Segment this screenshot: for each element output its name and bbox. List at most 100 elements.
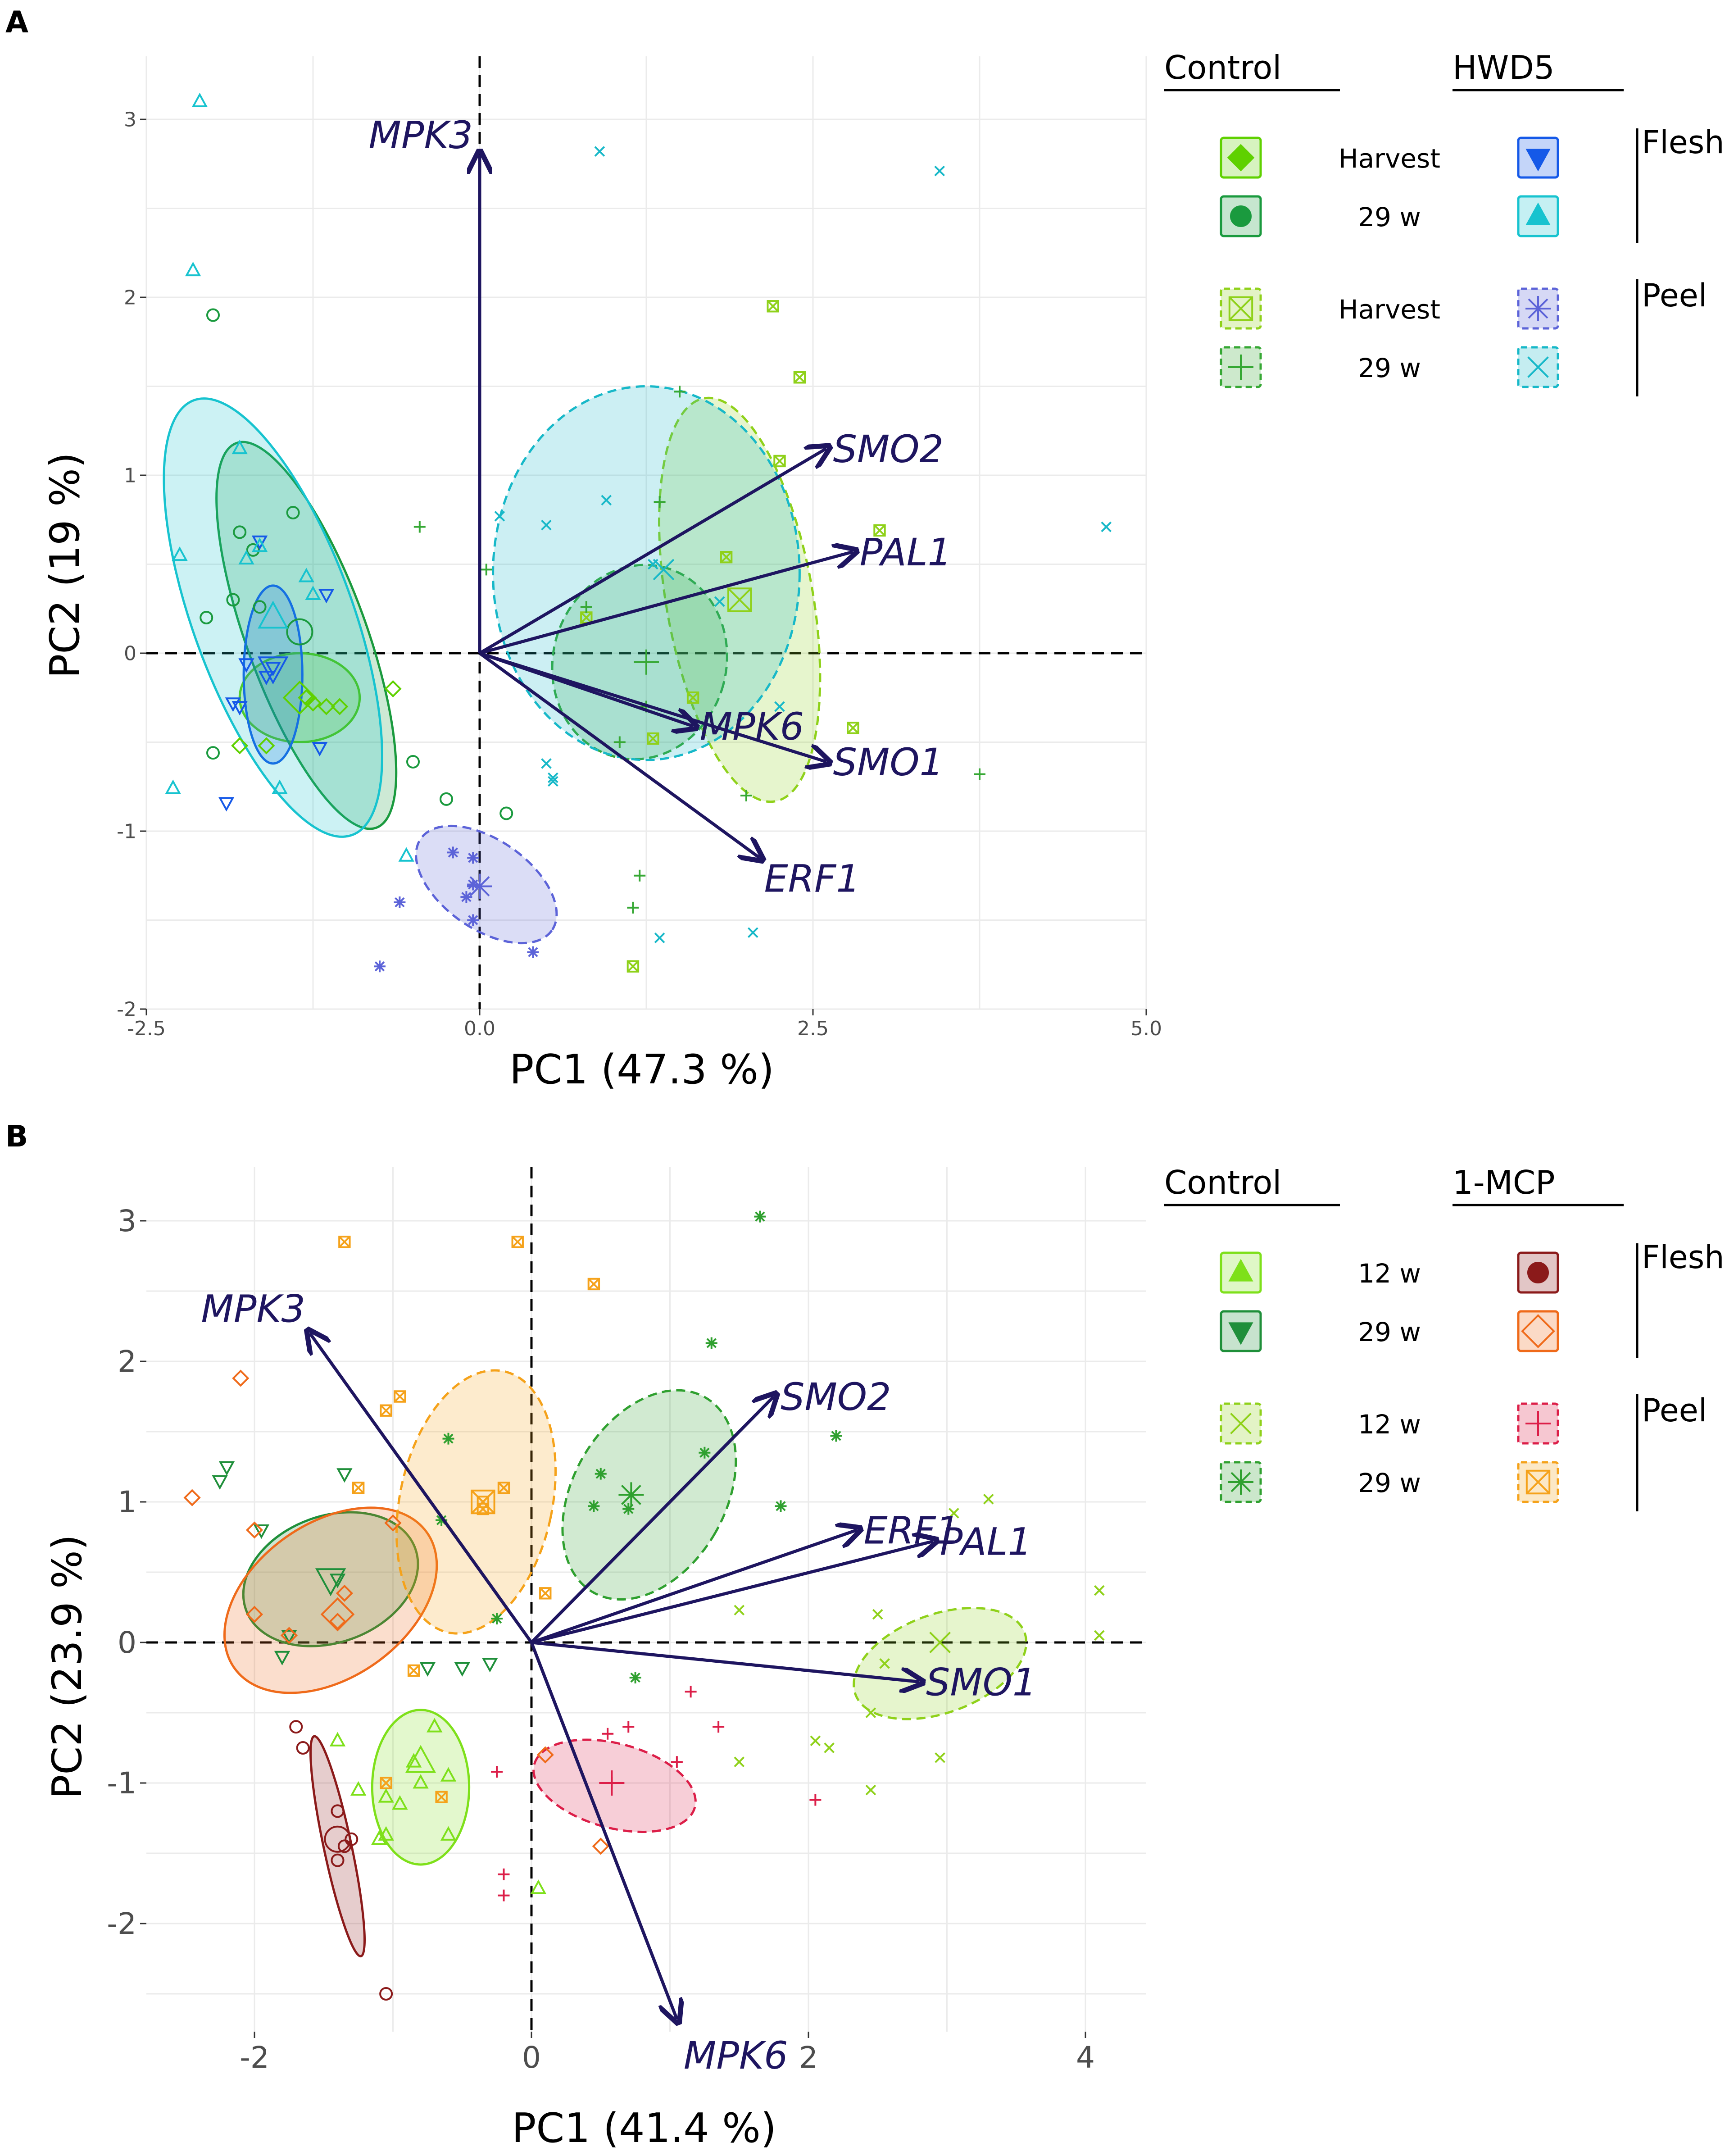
data-point: [296, 1741, 310, 1755]
y-axis-title-a: PC2 (19 %): [41, 452, 89, 678]
data-point: [380, 1404, 392, 1417]
data-point: [352, 1482, 365, 1494]
data-point: [824, 1742, 835, 1753]
data-point: [498, 1868, 510, 1880]
data-point: [407, 1664, 420, 1677]
panel-b: B -2 0 2 4-2-10123MPK3SMO2ERF1PAL1SMO1MPK6 …: [5, 1119, 1725, 2152]
loading-arrow-pal1: [531, 1541, 933, 1644]
loading-arrow-smo2: [479, 449, 826, 655]
group-centroid: [258, 656, 289, 685]
data-point: [527, 946, 539, 958]
data-point: [767, 300, 779, 313]
data-point: [232, 439, 248, 455]
data-point: [447, 846, 459, 859]
loading-label-smo1: SMO1: [926, 1660, 1036, 1704]
data-point: [699, 1446, 711, 1459]
data-point: [588, 1500, 600, 1512]
y-tick-label: 3: [124, 108, 136, 131]
x-tick-label: 0.0: [464, 1017, 495, 1040]
legend-tissue-peel: Peel: [1642, 1392, 1707, 1429]
y-tick-label: 2: [118, 1344, 136, 1379]
data-point: [754, 1210, 766, 1223]
data-point: [454, 1662, 470, 1677]
data-point: [482, 1658, 498, 1673]
data-point: [491, 1766, 503, 1778]
series-ctrl_h_peel: [580, 300, 886, 973]
y-tick-label: 1: [124, 464, 136, 487]
legend-symbol-mcp_29_flesh: [1521, 1314, 1555, 1348]
data-point: [331, 1853, 345, 1867]
loading-arrow-smo1: [531, 1641, 919, 1682]
data-point: [281, 1630, 297, 1645]
loading-arrow-erf1: [478, 652, 760, 858]
data-point: [406, 755, 420, 769]
x-axis-title-b: PC1 (41.4 %): [512, 2105, 776, 2152]
data-point: [440, 1826, 457, 1841]
data-point: [384, 680, 402, 698]
series-hwd_h_peel: [374, 846, 539, 973]
x-tick-label: 2.5: [797, 1017, 829, 1040]
loading-label-pal1: PAL1: [940, 1519, 1032, 1564]
data-point: [442, 1433, 454, 1445]
x-tick-label: 0: [522, 2040, 541, 2075]
data-point: [413, 521, 426, 533]
data-point: [246, 543, 260, 557]
data-point: [419, 1662, 436, 1677]
legend-row-label: 12 w: [1358, 1409, 1421, 1440]
data-point: [440, 792, 453, 806]
legend-col-header-treatment: 1-MCP: [1453, 1164, 1555, 1201]
confidence-ellipse-ctrl_12_peel: [853, 1606, 1028, 1720]
loading-label-mpk3: MPK3: [368, 113, 473, 157]
data-point: [773, 455, 786, 468]
data-point: [258, 737, 275, 755]
data-point: [530, 1879, 547, 1894]
legend-row-label: Harvest: [1339, 143, 1440, 174]
series-ctrl_29_flesh: [212, 1461, 498, 1677]
series-mcp_12_flesh: [289, 1720, 393, 2001]
data-point: [686, 691, 699, 704]
legend-a: Control HWD5 Harvest 29 w Harvest 29 w Flesh Pe…: [1164, 49, 1725, 396]
data-point: [865, 1784, 876, 1796]
data-point: [634, 869, 646, 882]
series-mcp_12_peel: [491, 1686, 822, 1901]
data-point: [280, 1627, 298, 1644]
data-point: [329, 1732, 346, 1747]
data-point: [713, 1721, 725, 1733]
data-point: [206, 308, 220, 322]
group-centroid: [618, 1482, 644, 1508]
data-point: [251, 537, 268, 552]
legend-symbol-ctrl_29_flesh: [1228, 1322, 1253, 1345]
group-centroid: [258, 600, 289, 629]
legend-symbol-mcp_12_peel: [1525, 1411, 1551, 1436]
loading-label-pal1: PAL1: [860, 530, 952, 574]
data-point: [231, 737, 249, 755]
data-point: [498, 1889, 510, 1901]
data-point: [331, 698, 349, 715]
data-point: [974, 768, 985, 780]
legend-row-label: 29 w: [1358, 353, 1421, 383]
data-point: [398, 847, 414, 862]
series-ctrl_29_peel: [436, 1210, 842, 1683]
data-point: [714, 596, 725, 607]
legend-col-header-control: Control: [1164, 49, 1281, 86]
legend-symbol-ctrl_29_flesh: [1230, 205, 1252, 227]
data-point: [1094, 1585, 1105, 1596]
data-point: [654, 496, 666, 508]
group-centroid: [286, 618, 313, 646]
series-ctrl_29_peel: [413, 386, 985, 914]
data-point: [494, 511, 505, 522]
legend-b: Control 1-MCP 12 w 29 w 12 w 29 w Flesh Peel: [1164, 1164, 1725, 1511]
data-point: [304, 694, 322, 712]
data-point: [405, 1753, 422, 1768]
data-point: [654, 932, 665, 943]
series-hwd_29_peel: [494, 146, 1112, 943]
loading-label-mpk3: MPK3: [201, 1287, 305, 1331]
series-hwd_29_flesh: [165, 92, 414, 862]
x-tick-label: 2: [799, 2040, 818, 2075]
group-centroid: [405, 1745, 436, 1773]
data-point: [602, 1728, 614, 1740]
data-point: [218, 797, 235, 812]
confidence-ellipse-hwd_29_flesh: [163, 397, 383, 838]
